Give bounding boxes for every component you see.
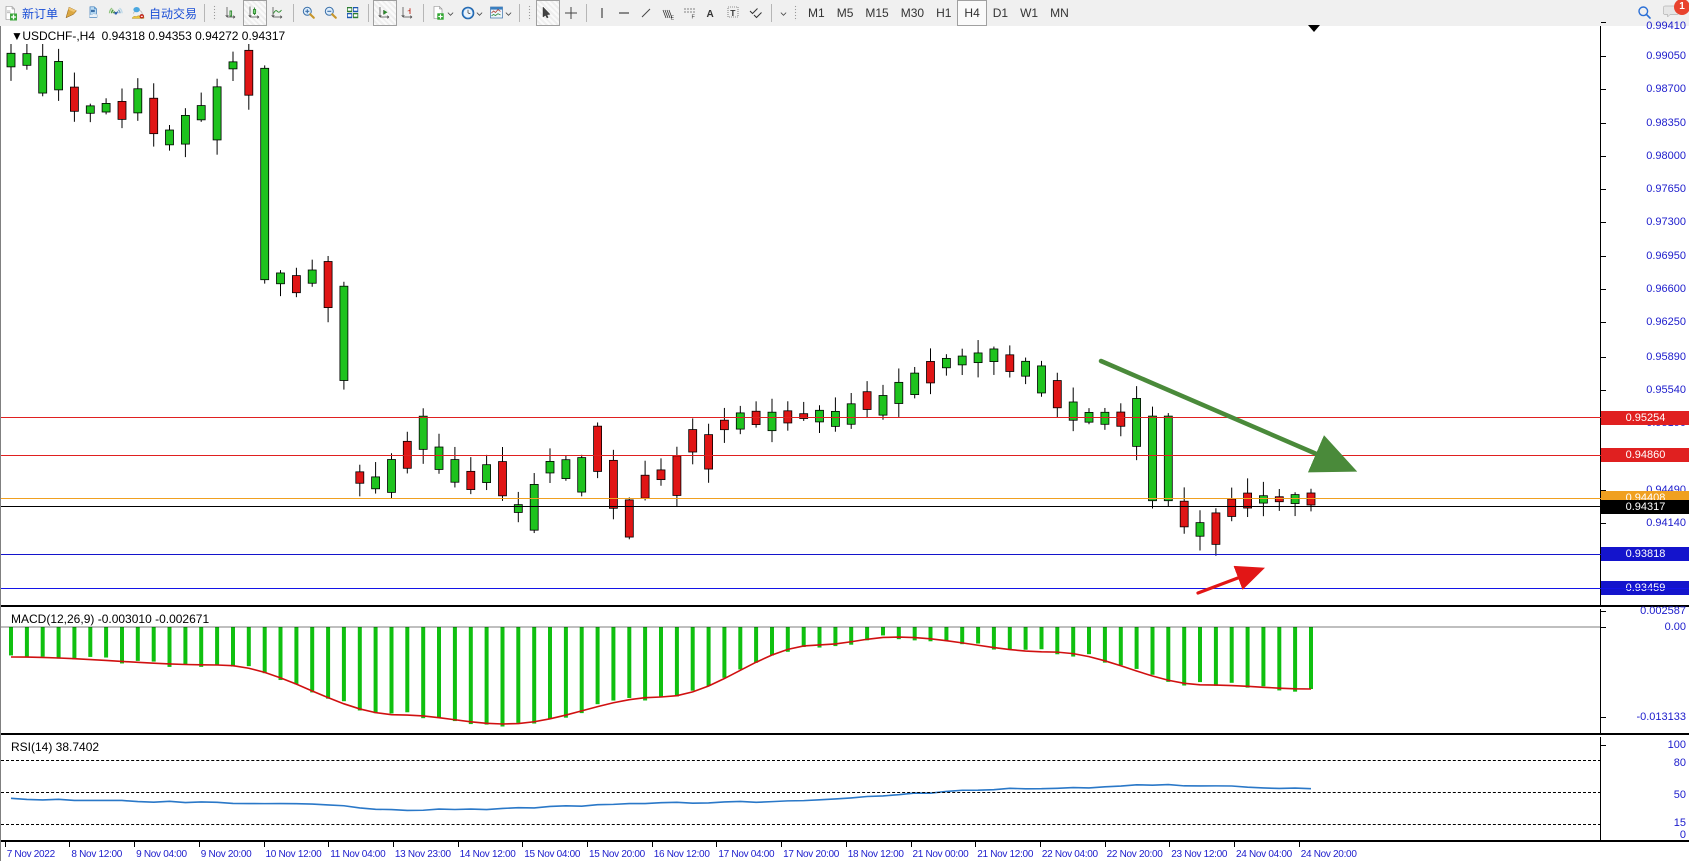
- svg-text:A: A: [707, 9, 714, 20]
- svg-text:E: E: [671, 16, 675, 22]
- svg-text:F: F: [692, 15, 696, 21]
- svg-text:T: T: [730, 8, 736, 18]
